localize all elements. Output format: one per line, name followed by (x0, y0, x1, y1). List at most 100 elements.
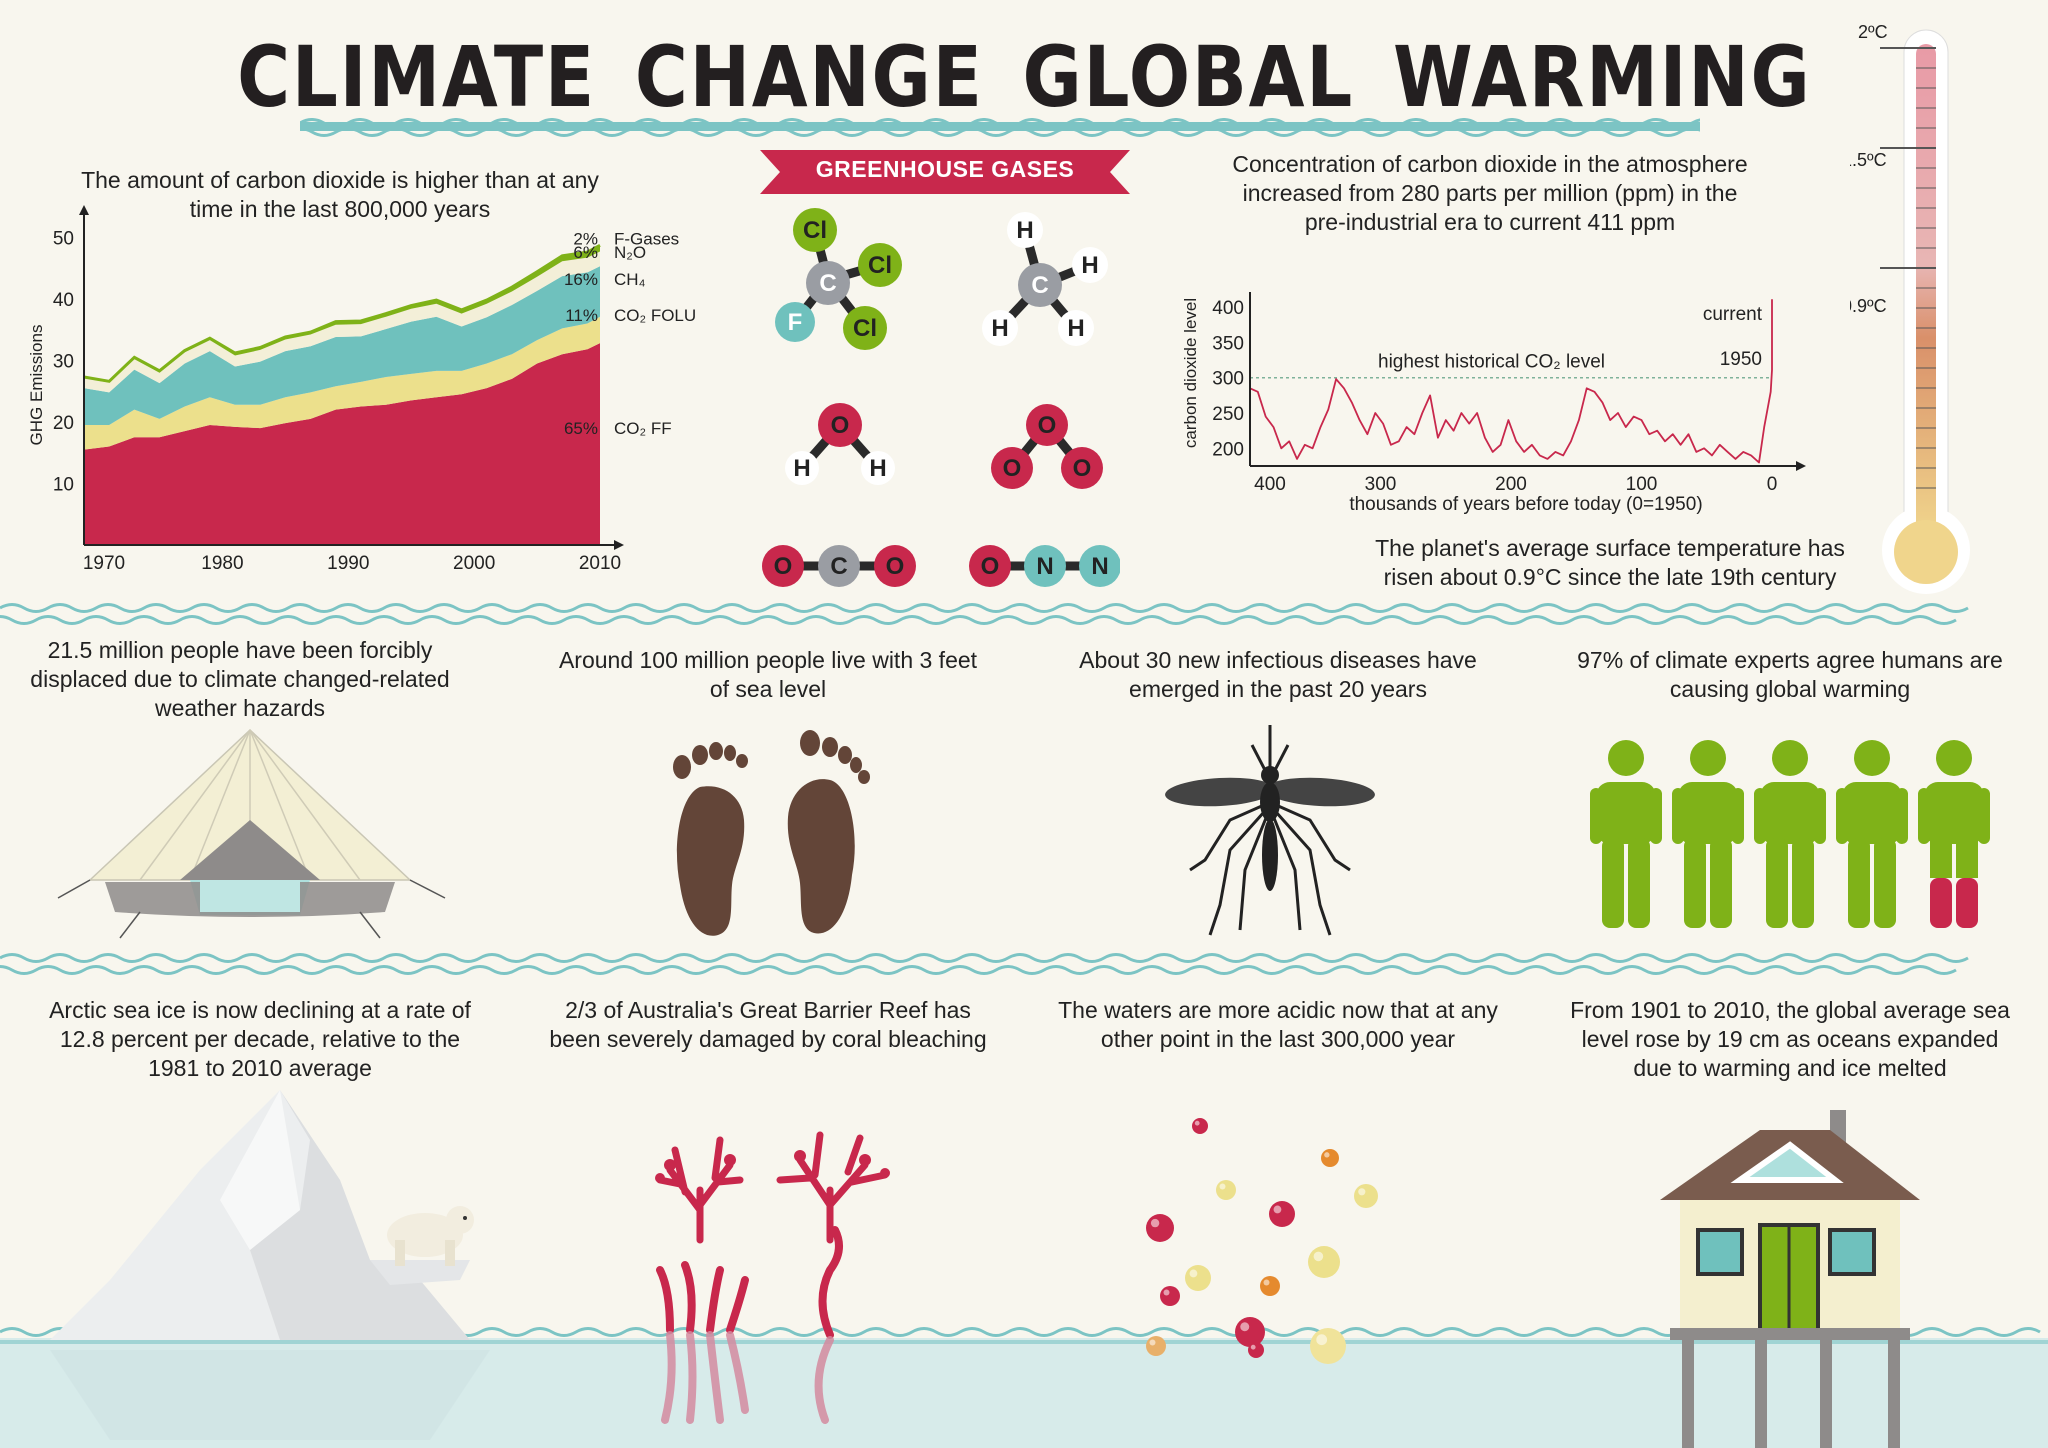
carbon-dioxide-atom-0: O (774, 553, 793, 580)
emissions-legend-name: CH₄ (614, 270, 646, 289)
person-icon (1918, 740, 1990, 928)
ozone-molecule: O O O (991, 404, 1103, 489)
diseases-caption: About 30 new infectious diseases have em… (1079, 647, 1477, 702)
methane-atom-4: H (1067, 315, 1084, 342)
nitrous-oxide-atom-0: O (981, 553, 1000, 580)
page-title: CLIMATE CHANGE GLOBAL WARMING (236, 28, 1812, 126)
methane-atom-0: H (1016, 217, 1033, 244)
water-molecule: O H H (785, 403, 895, 485)
cfc-atom-0: Cl (803, 217, 827, 244)
molecules: Cl C Cl F Cl H H C H H O H H O O O O C O (762, 208, 1120, 587)
thermo-label-0-9c: 0.9ºC (1850, 296, 1887, 316)
nitrous-oxide-atom-2: N (1091, 553, 1108, 580)
highest-co2-label: highest historical CO₂ level (1378, 352, 1605, 373)
bubble (1160, 1286, 1180, 1306)
bubble (1185, 1265, 1211, 1291)
co2-series-line (1249, 299, 1773, 464)
emissions-legend-pct: 11% (565, 306, 598, 325)
methane-atom-3: H (991, 315, 1008, 342)
emissions-legend-pct: 16% (564, 270, 598, 289)
emissions-y-tick: 50 (53, 228, 74, 249)
emissions-x-tick: 2000 (453, 553, 495, 574)
reef-caption: 2/3 of Australia's Great Barrier Reef ha… (549, 997, 987, 1052)
person-icon (1590, 740, 1662, 928)
emissions-area-2 (84, 266, 600, 425)
year-1950-label: 1950 (1720, 349, 1762, 370)
house-icon (1660, 1110, 1920, 1448)
thermo-label-2c: 2ºC (1858, 22, 1888, 42)
co2-y-tick: 200 (1212, 439, 1244, 460)
people-icons (1590, 740, 1990, 928)
co2-x-tick: 100 (1626, 474, 1658, 495)
bubble (1216, 1180, 1236, 1200)
emissions-x-tick: 1980 (201, 553, 243, 574)
cfc-atom-3: F (788, 309, 803, 336)
emissions-legend-pct: 6% (573, 243, 598, 262)
mosquito-icon (1165, 725, 1375, 936)
bubble (1248, 1342, 1264, 1358)
cfc-atom-4: Cl (853, 315, 877, 342)
cfc-atom-1: C (819, 270, 836, 297)
footprints-icon (673, 730, 870, 936)
co2-y-tick: 350 (1212, 333, 1244, 354)
bubble (1146, 1214, 1174, 1242)
person-icon (1672, 740, 1744, 928)
co2-x-tick: 400 (1254, 474, 1286, 495)
co2-y-label: carbon dioxide level (1181, 298, 1200, 448)
bubble (1192, 1118, 1208, 1134)
co2-x-tick: 200 (1495, 474, 1527, 495)
person-icon (1754, 740, 1826, 928)
co2-x-tick: 300 (1365, 474, 1397, 495)
emissions-x-tick: 1990 (327, 553, 369, 574)
co2-y-tick: 400 (1212, 298, 1244, 319)
polar-bear-icon (387, 1206, 474, 1266)
ozone-atom-0: O (1038, 412, 1057, 439)
nitrous-oxide-atom-1: N (1036, 553, 1053, 580)
co2-chart: 200 250 300 350 400 400 300 200 100 0 carbon dioxi… (1181, 292, 1806, 515)
carbon-dioxide-atom-2: O (886, 553, 905, 580)
emissions-legend-name: CO₂ FF (614, 419, 672, 438)
nitrous-oxide-molecule: O N N (969, 545, 1120, 587)
ozone-atom-1: O (1003, 455, 1022, 482)
displaced-caption: 21.5 million people have been forcibly d… (30, 637, 450, 721)
water-atom-2: H (869, 455, 886, 482)
emissions-legend-pct: 65% (564, 419, 598, 438)
co2-y-tick: 250 (1212, 404, 1244, 425)
iceberg-icon (50, 1090, 490, 1440)
person-icon (1836, 740, 1908, 928)
carbon-dioxide-molecule: O C O (762, 545, 916, 587)
ozone-atom-2: O (1073, 455, 1092, 482)
current-label: current (1703, 304, 1763, 325)
co2-caption: Concentration of carbon dioxide in the a… (1232, 151, 1748, 235)
emissions-legend-name: F-Gases (614, 230, 679, 249)
co2-x-tick: 0 (1767, 474, 1778, 495)
bubble (1310, 1328, 1346, 1364)
bubble (1354, 1184, 1378, 1208)
emissions-chart: 10 20 30 40 50 1970 1980 1990 2000 2010 GHG Emissi… (27, 205, 696, 574)
emissions-x-tick: 2010 (579, 553, 621, 574)
co2-x-label: thousands of years before today (0=1950) (1349, 494, 1702, 515)
methane-atom-1: H (1081, 252, 1098, 279)
emissions-y-label: GHG Emissions (27, 325, 46, 446)
greenhouse-banner-label: GREENHOUSE GASES (815, 156, 1075, 182)
bubble (1269, 1201, 1295, 1227)
bubbles-icon (1146, 1118, 1378, 1364)
greenhouse-banner (760, 150, 1130, 194)
water-atom-0: O (831, 412, 850, 439)
thermometer-icon: 2ºC 1.5ºC 0.9ºC (1850, 22, 1970, 594)
bubble (1308, 1246, 1340, 1278)
experts-caption: 97% of climate experts agree humans are … (1577, 647, 2003, 702)
temperature-caption: The planet's average surface temperature… (1375, 535, 1845, 590)
f-gases-line (83, 243, 601, 383)
cfc-molecule: Cl C Cl F Cl (775, 208, 902, 350)
carbon-dioxide-atom-1: C (830, 553, 847, 580)
emissions-caption: The amount of carbon dioxide is higher t… (81, 167, 599, 222)
bubble (1235, 1317, 1265, 1347)
bubble (1321, 1149, 1339, 1167)
sea-level-people-caption: Around 100 million people live with 3 fe… (558, 647, 978, 702)
emissions-x-tick: 1970 (83, 553, 125, 574)
methane-atom-2: C (1031, 272, 1048, 299)
emissions-legend-pct: 2% (573, 230, 598, 249)
emissions-legend-name: CO₂ FOLU (614, 306, 696, 325)
